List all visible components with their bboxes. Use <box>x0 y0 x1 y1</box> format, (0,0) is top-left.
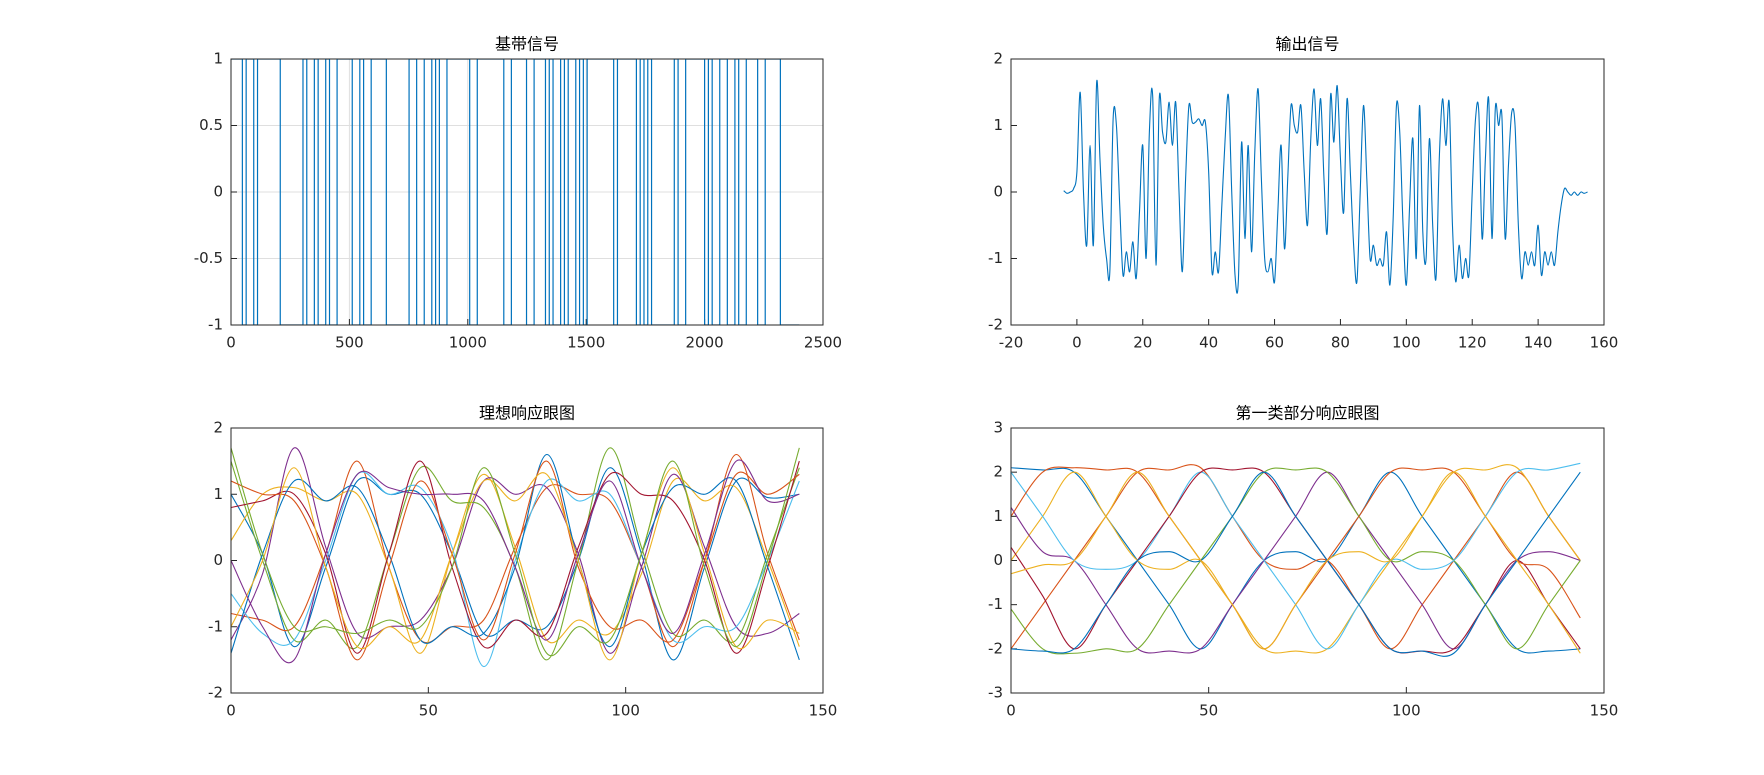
x-tick-label: 140 <box>1524 334 1553 352</box>
x-tick-label: 0 <box>226 334 236 352</box>
y-tick-label: -1 <box>208 316 223 334</box>
subplot-title: 基带信号 <box>495 35 559 54</box>
y-tick-label: 0 <box>993 183 1003 201</box>
plot-area <box>231 59 800 325</box>
x-tick-label: 40 <box>1199 334 1218 352</box>
y-tick-label: -0.5 <box>194 249 223 267</box>
x-tick-label: 0 <box>1006 702 1016 720</box>
x-tick-label: 100 <box>1392 334 1421 352</box>
y-tick-label: 0 <box>213 551 223 569</box>
x-tick-label: 50 <box>419 702 438 720</box>
x-tick-label: 1000 <box>449 334 487 352</box>
x-tick-label: 100 <box>1392 702 1421 720</box>
trace-line <box>1063 79 1588 294</box>
signal-line <box>231 59 800 325</box>
x-tick-label: 80 <box>1331 334 1350 352</box>
y-tick-label: -1 <box>988 595 1003 613</box>
y-tick-label: 1 <box>213 50 223 68</box>
trace-line <box>231 447 800 661</box>
x-tick-label: 2500 <box>804 334 842 352</box>
plot-area <box>1011 462 1581 657</box>
trace-line <box>231 447 800 657</box>
y-tick-label: -2 <box>988 639 1003 657</box>
y-tick-label: 2 <box>213 419 223 437</box>
x-tick-label: 0 <box>226 702 236 720</box>
y-tick-label: -2 <box>988 316 1003 334</box>
y-tick-label: 0.5 <box>199 116 223 134</box>
y-tick-label: 2 <box>993 463 1003 481</box>
y-tick-label: 2 <box>993 50 1003 68</box>
axes-background <box>231 428 823 693</box>
trace-line <box>231 460 800 654</box>
trace-line <box>231 467 800 661</box>
subplot: -2 -1 0 1 2 -20 0 20 40 60 80 100 120 140 160 输出信号 <box>988 35 1618 352</box>
trace-line <box>1011 471 1581 657</box>
x-tick-label: 100 <box>611 702 640 720</box>
axes-frame <box>1010 427 1605 694</box>
y-tick-label: -1 <box>988 249 1003 267</box>
trace-line <box>1011 471 1581 654</box>
axes-frame <box>230 58 824 326</box>
subplot-title: 输出信号 <box>1275 35 1339 54</box>
x-tick-label: 150 <box>809 702 838 720</box>
y-tick-label: 1 <box>213 485 223 503</box>
y-tick-label: 3 <box>993 419 1003 437</box>
y-tick-label: 0 <box>213 183 223 201</box>
x-tick-label: 0 <box>1072 334 1082 352</box>
axes-frame <box>230 427 824 694</box>
x-tick-label: 2000 <box>686 334 724 352</box>
x-tick-label: 20 <box>1133 334 1152 352</box>
x-tick-label: 1500 <box>567 334 605 352</box>
trace-line <box>231 453 800 661</box>
y-tick-label: 1 <box>993 507 1003 525</box>
subplot: -2 -1 0 1 2 0 50 100 150 理想响应眼图 <box>208 404 837 720</box>
x-tick-label: 120 <box>1458 334 1487 352</box>
x-tick-label: 60 <box>1265 334 1284 352</box>
axes-frame <box>1010 58 1605 326</box>
x-tick-label: 160 <box>1590 334 1619 352</box>
subplot: -1 -0.5 0 0.5 1 0 500 1000 1500 2000 2500 基带信号 <box>194 35 842 352</box>
x-tick-label: -20 <box>999 334 1024 352</box>
y-tick-label: -1 <box>208 617 223 635</box>
trace-line <box>231 447 800 654</box>
plot-area <box>1063 79 1588 294</box>
y-tick-label: 1 <box>993 116 1003 134</box>
plot-area <box>231 447 800 668</box>
subplot-title: 第一类部分响应眼图 <box>1235 404 1379 423</box>
y-tick-label: -3 <box>988 684 1003 702</box>
trace-line <box>231 459 800 664</box>
trace-line <box>231 473 800 654</box>
axes-background <box>1011 59 1604 325</box>
x-tick-label: 500 <box>335 334 364 352</box>
y-tick-label: 0 <box>993 551 1003 569</box>
x-tick-label: 50 <box>1199 702 1218 720</box>
subplot: -3 -2 -1 0 1 2 3 0 50 100 150 第一类部分响应眼图 <box>988 404 1618 720</box>
y-tick-label: -2 <box>208 684 223 702</box>
x-tick-label: 150 <box>1590 702 1619 720</box>
subplot-title: 理想响应眼图 <box>479 404 575 423</box>
trace-line <box>231 471 800 668</box>
